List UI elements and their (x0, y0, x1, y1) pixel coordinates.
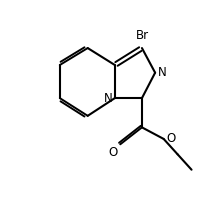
Text: Br: Br (135, 29, 148, 42)
Text: N: N (157, 66, 166, 79)
Text: N: N (104, 92, 112, 105)
Text: O: O (166, 132, 175, 145)
Text: O: O (109, 146, 118, 159)
